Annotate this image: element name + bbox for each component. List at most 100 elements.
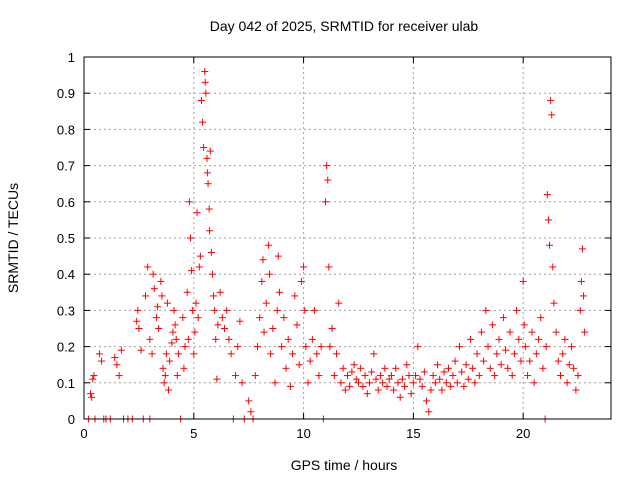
data-point [398,375,406,383]
data-point [532,350,540,358]
data-point [301,306,309,314]
data-point [368,368,376,376]
data-point [158,292,166,300]
data-point [197,96,205,104]
data-points [84,67,589,423]
data-point [578,245,586,253]
data-point [207,248,215,256]
data-point [191,328,199,336]
data-point [185,198,193,206]
data-point [98,357,106,365]
data-point [330,372,338,380]
data-point [455,343,463,351]
data-point [427,386,435,394]
data-point [570,364,578,372]
data-point [113,361,121,369]
data-point [111,353,119,361]
data-point [163,299,171,307]
data-point [499,314,507,322]
data-point [350,361,358,369]
data-point [259,256,267,264]
data-point [519,277,527,285]
data-point [423,397,431,405]
data-point [322,198,330,206]
data-point [184,335,192,343]
data-point [473,350,481,358]
y-tick-label: 0.7 [57,159,75,174]
data-point [195,263,203,271]
data-point [169,328,177,336]
data-point [201,67,209,75]
data-point [436,375,444,383]
chart-title: Day 042 of 2025, SRMTID for receiver ula… [210,18,479,34]
data-point [260,328,268,336]
data-point [291,292,299,300]
plot-frame [83,56,612,420]
data-point [539,364,547,372]
data-point [306,357,314,365]
data-point [225,335,233,343]
data-point [201,78,209,86]
data-point [171,321,179,329]
data-point [311,306,319,314]
data-point [172,335,180,343]
data-point [323,162,331,170]
data-point [416,375,424,383]
data-point [392,364,400,372]
data-point [528,328,536,336]
data-point [157,277,165,285]
data-point [203,154,211,162]
data-point [385,375,393,383]
data-point [337,379,345,387]
data-point [361,372,369,380]
data-point [266,270,274,278]
data-point [464,375,472,383]
data-point [88,393,96,401]
data-point [572,386,580,394]
data-point [236,317,244,325]
data-point [160,379,168,387]
data-point [271,379,279,387]
data-point [352,375,360,383]
data-point [275,288,283,296]
data-point [196,252,204,260]
y-tick-label: 0.9 [57,86,75,101]
data-point [199,118,207,126]
data-point [374,386,382,394]
data-point [170,306,178,314]
data-point [458,368,466,376]
data-point [146,335,154,343]
data-point [530,379,538,387]
data-point [213,375,221,383]
data-point [486,364,494,372]
data-point [212,335,220,343]
y-tick-label: 0.4 [57,267,75,282]
data-point [535,335,543,343]
data-point [477,328,485,336]
data-point [491,372,499,380]
data-point [363,390,371,398]
data-point [223,306,231,314]
data-point [154,303,162,311]
data-point [150,285,158,293]
data-point [328,325,336,332]
data-point [420,368,428,376]
data-point [200,144,208,151]
data-point [189,306,197,314]
data-point [210,292,218,300]
data-point [359,382,367,390]
data-point [315,372,323,380]
data-point [521,343,529,351]
data-point [515,335,523,343]
data-point [344,372,351,380]
data-point [251,372,259,380]
data-point [563,379,571,387]
data-point [282,364,290,372]
data-point [379,379,387,387]
data-point [168,339,176,347]
data-point [326,343,334,351]
data-point [159,364,167,372]
data-point [188,267,196,275]
data-point [149,270,157,278]
data-point [253,343,261,351]
